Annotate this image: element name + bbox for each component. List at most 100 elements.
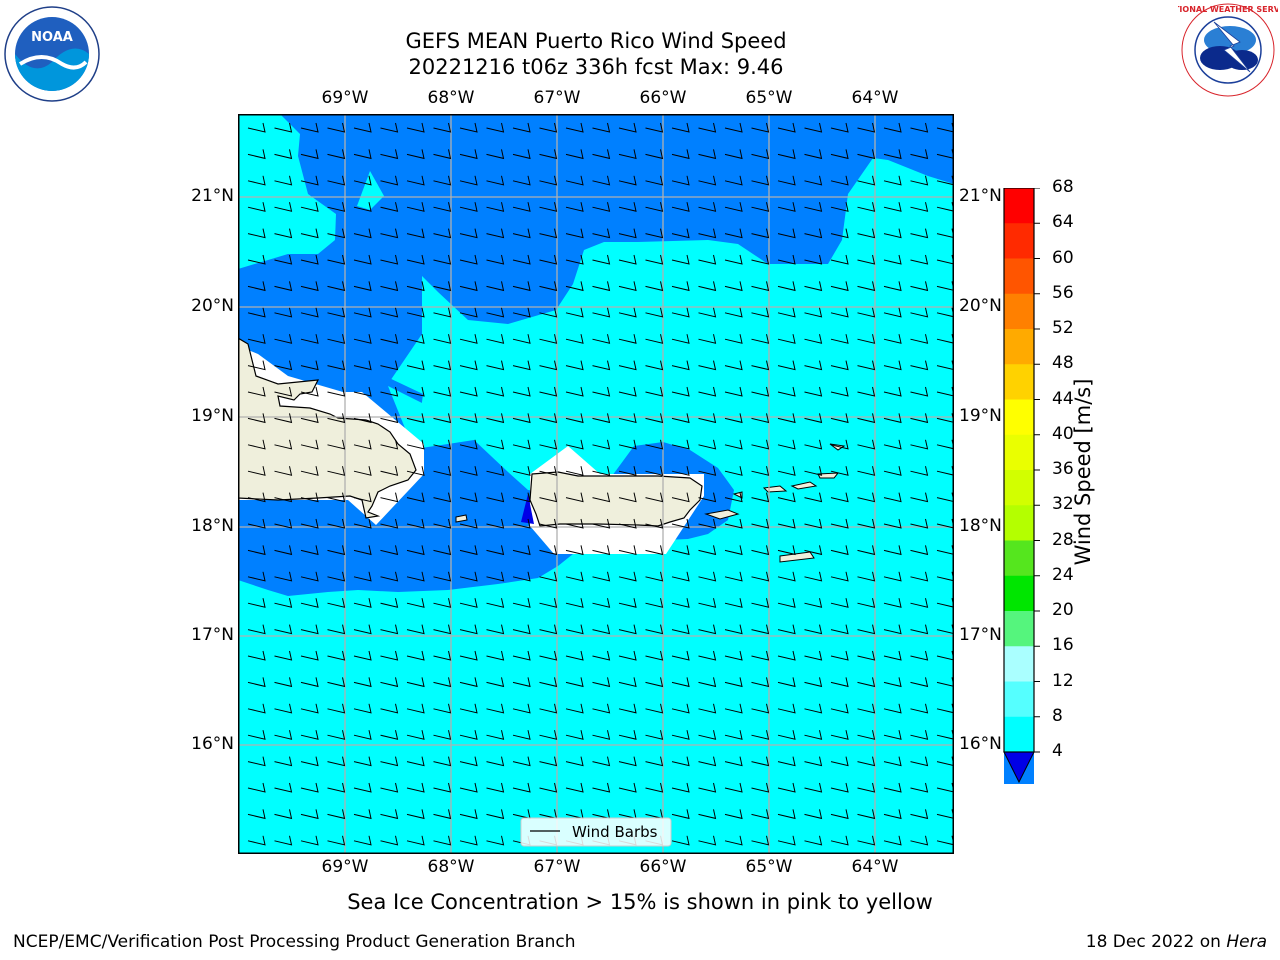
wind-speed-map: Wind Barbs (238, 114, 954, 854)
wind-barb (327, 175, 346, 186)
wind-barb (857, 650, 876, 661)
wind-barb (671, 334, 690, 344)
wind-barb (274, 677, 293, 688)
wind-barb (671, 281, 690, 292)
wind-barb (910, 334, 929, 344)
wind-barb (486, 281, 505, 292)
wind-barb (830, 730, 849, 740)
wind-barb (433, 492, 452, 503)
wind-barb (327, 598, 346, 608)
wind-barb (830, 386, 849, 397)
wind-barb (830, 624, 849, 635)
wind-barb (910, 703, 929, 714)
wind-barb (698, 598, 717, 608)
wind-barb (380, 782, 399, 793)
wind-barb (830, 413, 849, 424)
wind-barb (777, 360, 796, 371)
wind-barb (512, 281, 531, 292)
wind-barb (433, 730, 452, 740)
wind-barb (618, 677, 637, 688)
wind-barb (883, 835, 902, 846)
wind-barb (300, 545, 319, 556)
wind-barb (353, 703, 372, 714)
wind-barb (618, 782, 637, 793)
wind-barb (645, 334, 664, 344)
wind-barb (380, 334, 399, 344)
wind-barb (618, 518, 637, 529)
longitude-label-bottom: 69°W (321, 857, 369, 877)
wind-barb (512, 466, 531, 476)
wind-barb (486, 149, 505, 160)
wind-barb (433, 281, 452, 292)
wind-barb (830, 202, 849, 212)
wind-barb (830, 703, 849, 714)
wind-barb (433, 413, 452, 424)
wind-barb (459, 835, 478, 846)
wind-barb (406, 202, 425, 212)
wind-barb (353, 730, 372, 740)
latitude-label-left: 18°N (191, 516, 234, 536)
wind-barb (910, 281, 929, 292)
wind-barb (247, 281, 266, 292)
wind-barb (671, 571, 690, 582)
wind-barb (751, 122, 770, 133)
wind-barb (406, 782, 425, 793)
wind-barb (539, 624, 558, 635)
wind-barb (353, 307, 372, 318)
wind-barb (433, 809, 452, 820)
wind-barb (380, 624, 399, 635)
wind-barb (486, 228, 505, 239)
wind-barb (380, 175, 399, 186)
wind-barb (724, 307, 743, 318)
wind-barb (300, 307, 319, 318)
wind-barb (857, 281, 876, 292)
wind-barb (724, 650, 743, 661)
wind-barb (274, 149, 293, 160)
wind-barb (671, 545, 690, 556)
wind-barb (777, 650, 796, 661)
wind-barb (698, 281, 717, 292)
wind-barb (857, 360, 876, 371)
wind-barb (274, 624, 293, 635)
wind-barb (512, 545, 531, 556)
wind-barb (406, 175, 425, 186)
wind-barb (698, 439, 717, 450)
wind-barb (327, 624, 346, 635)
wind-barb (618, 334, 637, 344)
wind-barb (512, 228, 531, 239)
wind-barb (565, 281, 584, 292)
longitude-label-top: 67°W (533, 88, 581, 108)
wind-barb (671, 782, 690, 793)
wind-barb (618, 571, 637, 582)
wind-barb (883, 518, 902, 529)
wind-barb (645, 677, 664, 688)
wind-barb (910, 439, 929, 450)
wind-barb (433, 439, 452, 450)
colorbar-tick-label: 56 (1052, 282, 1074, 303)
wind-barb (353, 439, 372, 450)
wind-barb (380, 228, 399, 239)
wind-barb (327, 202, 346, 212)
colorbar (1003, 188, 1040, 784)
wind-barb (830, 254, 849, 265)
wind-barb (883, 677, 902, 688)
wind-barb (857, 571, 876, 582)
wind-barb (751, 598, 770, 608)
wind-barb (512, 334, 531, 344)
wind-barb (857, 492, 876, 503)
wind-barb (698, 254, 717, 265)
wind-barb (804, 703, 823, 714)
wind-barb (300, 228, 319, 239)
wind-barb (645, 202, 664, 212)
wind-barb (698, 650, 717, 661)
latitude-label-left: 17°N (191, 625, 234, 645)
wind-barb (671, 466, 690, 476)
wind-barb (512, 598, 531, 608)
footer-date: 18 Dec 2022 on Hera (1086, 932, 1267, 952)
wind-barb (751, 281, 770, 292)
wind-barb (698, 809, 717, 820)
wind-barb (671, 835, 690, 846)
colorbar-band (1004, 646, 1034, 682)
wind-barb (698, 835, 717, 846)
wind-barb (274, 175, 293, 186)
